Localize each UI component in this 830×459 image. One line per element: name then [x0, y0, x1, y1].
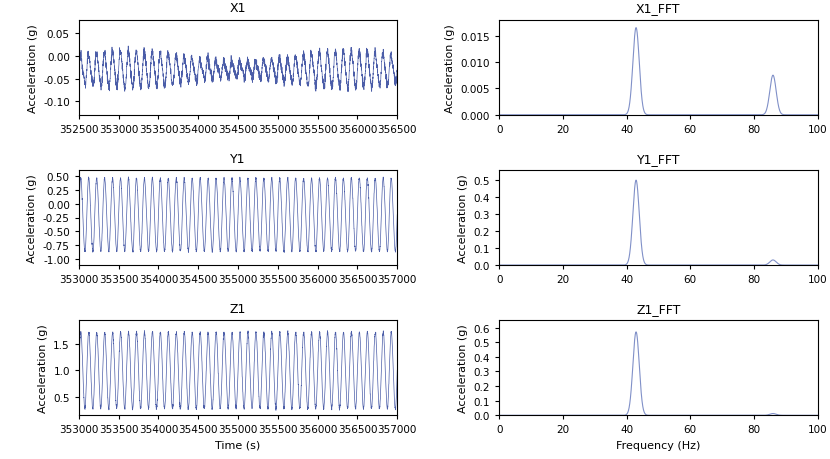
Y-axis label: Acceleration (g): Acceleration (g) [27, 174, 37, 262]
Y-axis label: Acceleration (g): Acceleration (g) [37, 324, 47, 412]
Title: Z1_FFT: Z1_FFT [636, 302, 681, 315]
Y-axis label: Acceleration (g): Acceleration (g) [27, 24, 37, 112]
Title: X1: X1 [230, 2, 247, 15]
Title: X1_FFT: X1_FFT [636, 2, 681, 15]
X-axis label: Time (s): Time (s) [216, 440, 261, 450]
Y-axis label: Acceleration (g): Acceleration (g) [445, 24, 455, 112]
Y-axis label: Acceleration (g): Acceleration (g) [458, 174, 468, 262]
Title: Y1: Y1 [230, 152, 246, 165]
Y-axis label: Acceleration (g): Acceleration (g) [458, 324, 468, 412]
Title: Z1: Z1 [230, 302, 247, 315]
Title: Y1_FFT: Y1_FFT [637, 152, 680, 165]
X-axis label: Frequency (Hz): Frequency (Hz) [616, 440, 701, 450]
